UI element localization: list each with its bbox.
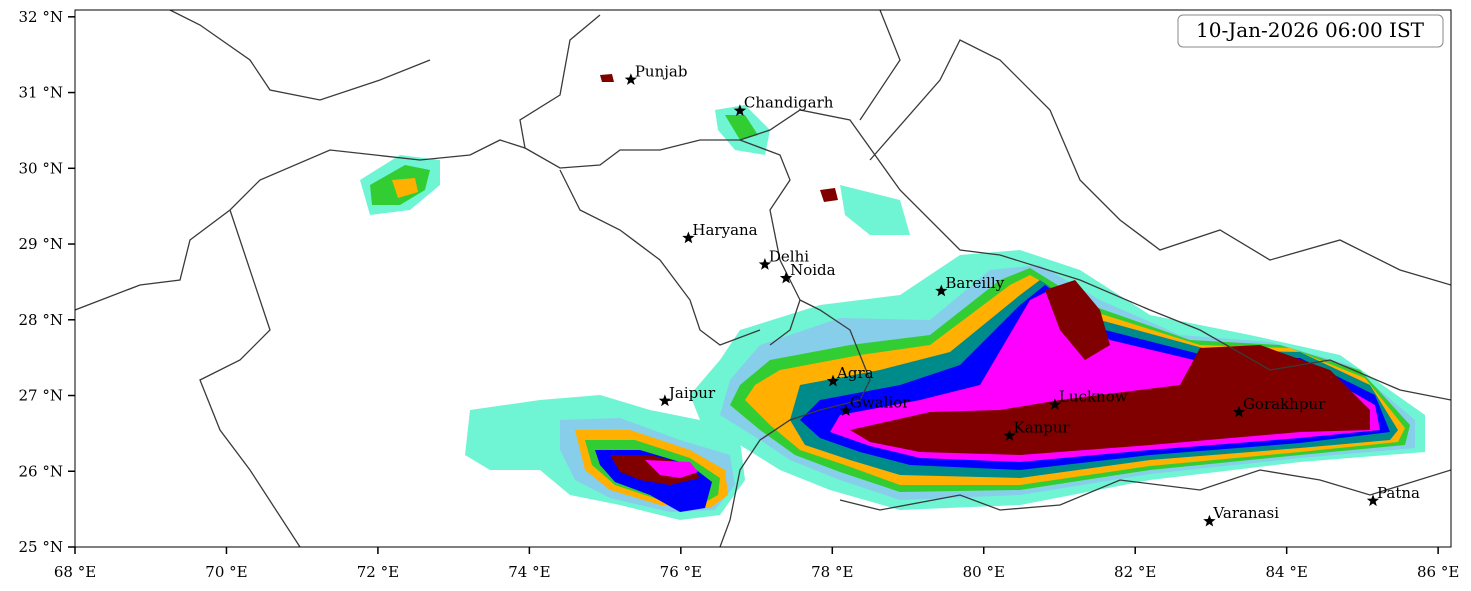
y-tick-label: 27 °N xyxy=(19,387,63,405)
city-label: Chandigarh xyxy=(744,94,834,112)
city-label: Delhi xyxy=(769,247,809,265)
x-tick-label: 80 °E xyxy=(963,563,1005,581)
y-tick-label: 26 °N xyxy=(19,462,63,480)
city-marker xyxy=(733,104,747,116)
timestamp-box xyxy=(1177,14,1444,48)
y-tick-label: 31 °N xyxy=(19,84,63,102)
city-marker xyxy=(1232,405,1246,418)
city-label: Noida xyxy=(790,261,836,279)
city-marker xyxy=(624,73,637,85)
axes: 68 °E 70 °E 72 °E 74 °E 76 °E 78 °E 80 °E 82 °E… xyxy=(19,8,1460,581)
x-tick-label: 72 °E xyxy=(357,563,399,581)
city-label: Varanasi xyxy=(1212,504,1279,522)
x-tick-label: 70 °E xyxy=(205,563,247,581)
city-label: Agra xyxy=(836,364,874,382)
city-label: Lucknow xyxy=(1059,388,1128,406)
city-marker xyxy=(935,284,948,297)
city-label: Patna xyxy=(1377,484,1420,502)
x-tick-label: 76 °E xyxy=(660,563,702,581)
plot-frame xyxy=(74,9,1452,548)
city-label: Haryana xyxy=(692,221,757,239)
y-tick-label: 25 °N xyxy=(19,538,63,556)
city-marker xyxy=(658,394,672,407)
x-tick-label: 74 °E xyxy=(508,563,550,581)
city-marker xyxy=(1203,514,1216,527)
precipitation-field xyxy=(360,74,1425,520)
x-tick-label: 68 °E xyxy=(54,563,96,581)
y-tick-label: 32 °N xyxy=(19,8,63,26)
x-tick-label: 86 °E xyxy=(1417,563,1459,581)
city-marker xyxy=(1003,429,1016,441)
city-label: Gwalior xyxy=(850,394,910,412)
x-tick-label: 84 °E xyxy=(1266,563,1308,581)
city-label: Kanpur xyxy=(1013,419,1070,437)
city-label: Punjab xyxy=(635,63,688,81)
city-marker xyxy=(682,231,695,244)
city-marker xyxy=(758,258,772,270)
city-marker xyxy=(839,404,853,416)
city-marker xyxy=(1366,494,1380,507)
city-marker xyxy=(826,374,840,387)
timestamp: 10-Jan-2026 06:00 IST xyxy=(1196,18,1425,42)
city-label: Jaipur xyxy=(667,384,716,402)
x-tick-label: 78 °E xyxy=(811,563,853,581)
boundaries xyxy=(75,10,1451,547)
city-label: Bareilly xyxy=(945,274,1004,292)
x-tick-label: 82 °E xyxy=(1114,563,1156,581)
y-tick-label: 30 °N xyxy=(19,159,63,177)
city-label: Gorakhpur xyxy=(1243,395,1326,413)
city-marker xyxy=(1048,398,1062,410)
y-tick-label: 29 °N xyxy=(19,235,63,253)
y-tick-label: 28 °N xyxy=(19,311,63,329)
city-marker xyxy=(779,271,793,284)
